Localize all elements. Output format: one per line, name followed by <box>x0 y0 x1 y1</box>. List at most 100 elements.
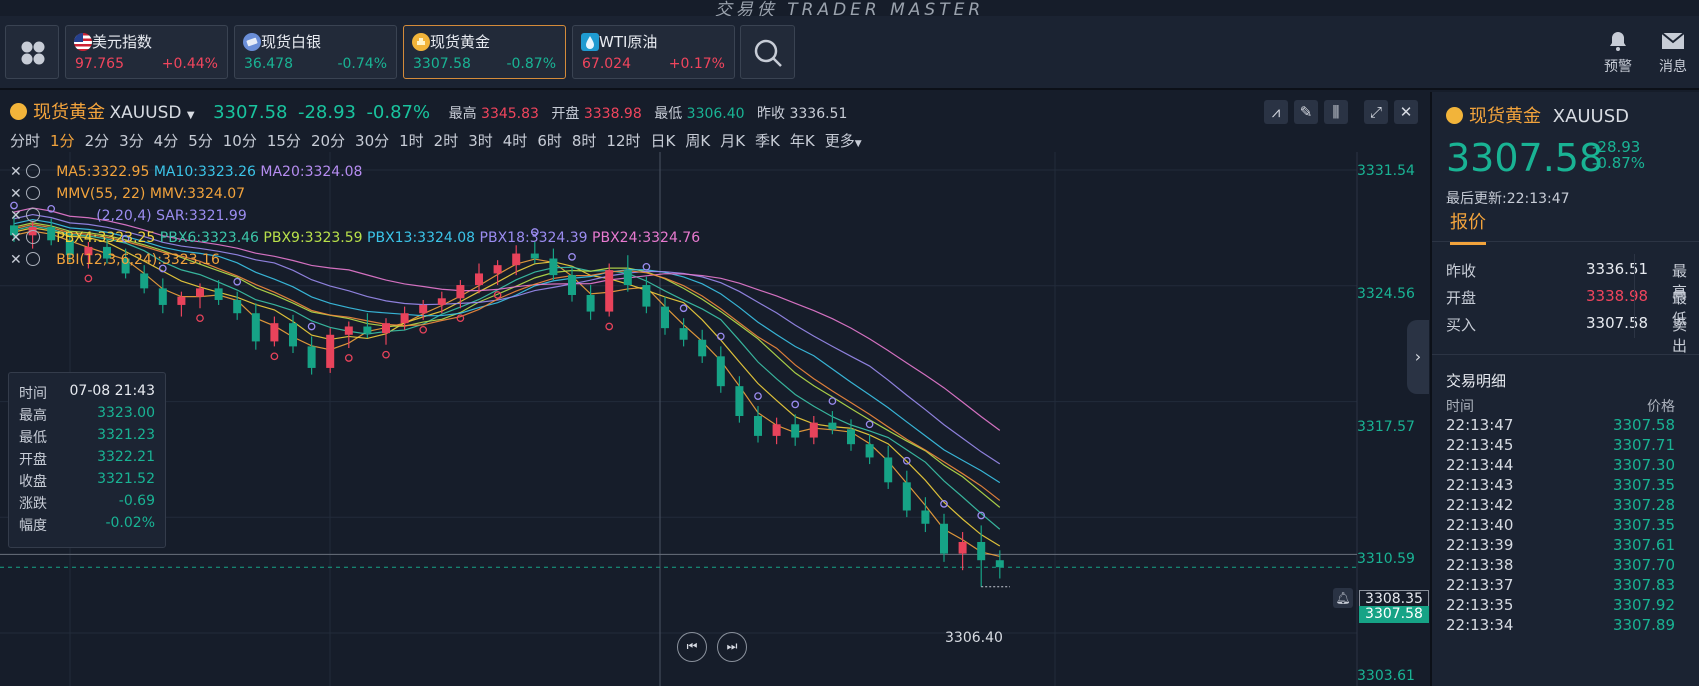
last-updated: 最后更新:22:13:47 <box>1446 191 1570 207</box>
close-icon[interactable]: ✕ <box>10 164 22 180</box>
period-option[interactable]: 20分 <box>310 132 346 150</box>
tooltip-time: 07-08 21:43 <box>69 383 155 399</box>
crosshair-bell-icon[interactable]: 🔔︎ <box>1333 588 1353 608</box>
period-option[interactable]: 2时 <box>433 132 459 150</box>
alert-button[interactable]: 预警 <box>1598 30 1638 76</box>
message-button[interactable]: 消息 <box>1653 30 1693 76</box>
candle-body <box>10 225 18 236</box>
candle-body <box>437 298 446 305</box>
high-value: 3345.83 <box>481 106 539 122</box>
period-option[interactable]: 分时 <box>10 132 41 150</box>
candle-body <box>754 416 762 436</box>
ticker-spot-silver[interactable]: 现货白银 36.478 -0.74% <box>234 25 397 79</box>
indicator-tool-button[interactable]: ⩘ <box>1264 100 1288 124</box>
sar-dot <box>233 277 242 286</box>
ticker-price: 36.478 <box>244 56 293 72</box>
next-button[interactable]: ⏭ <box>717 632 747 662</box>
moving-average-line <box>13 218 1001 484</box>
period-option[interactable]: 周K <box>685 132 711 150</box>
menu-button[interactable] <box>5 25 59 79</box>
period-option[interactable]: 6时 <box>537 132 562 150</box>
sar-label: (2,20,4) SAR:3321.99 <box>96 208 247 224</box>
period-option[interactable]: 季K <box>755 132 780 150</box>
close-icon: ✕ <box>1399 103 1413 121</box>
trade-time: 22:13:42 <box>1446 496 1514 514</box>
close-chart-button[interactable]: ✕ <box>1394 100 1418 124</box>
candle-body <box>679 328 688 340</box>
header-change: -28.93 <box>297 102 356 123</box>
line-chart-icon: ⩘ <box>1271 103 1281 121</box>
sar-dot <box>382 350 390 359</box>
candle-body <box>995 560 1004 568</box>
candle-body <box>233 299 242 314</box>
period-option[interactable]: 4时 <box>502 132 528 150</box>
tab-quote[interactable]: 报价 <box>1450 208 1486 245</box>
symbol-code: XAUUSD <box>109 103 182 123</box>
ticker-wti-oil[interactable]: WTI原油 67.024 +0.17% <box>572 25 735 79</box>
search-icon <box>754 39 782 67</box>
trade-time: 22:13:40 <box>1446 516 1514 534</box>
prev-value: 3336.51 <box>789 106 848 122</box>
period-option[interactable]: 10分 <box>222 132 257 150</box>
sar-dot <box>791 400 800 409</box>
settings-icon[interactable] <box>25 186 40 200</box>
prev-button[interactable]: ⏮ <box>677 632 707 662</box>
chart-area[interactable]: 现货黄金 XAUUSD ▼ 3307.58 -28.93 -0.87% 最高 3… <box>0 92 1429 686</box>
candle-body <box>103 246 111 259</box>
close-icon[interactable]: ✕ <box>10 252 22 268</box>
candle-body <box>214 288 223 300</box>
trade-row: 22:13:47 3307.58 <box>1446 416 1675 436</box>
close-icon[interactable]: ✕ <box>10 230 22 246</box>
settings-icon[interactable] <box>25 208 40 222</box>
trade-price: 3307.92 <box>1612 596 1675 614</box>
collapse-panel-button[interactable]: › <box>1407 320 1429 394</box>
period-option[interactable]: 8时 <box>571 132 597 150</box>
candle-body <box>363 326 372 334</box>
candle-body <box>642 285 651 307</box>
period-option[interactable]: 15分 <box>266 132 301 150</box>
period-option[interactable]: 3时 <box>468 132 493 150</box>
period-option[interactable]: 2分 <box>84 132 110 150</box>
candlestick-chart[interactable] <box>0 92 1429 686</box>
trade-price: 3307.58 <box>1612 416 1675 434</box>
period-option[interactable]: 1时 <box>399 132 424 150</box>
candle-body <box>921 510 930 524</box>
period-option[interactable]: 12时 <box>606 132 641 150</box>
ticker-usd-index[interactable]: 美元指数 97.765 +0.44% <box>65 25 228 79</box>
trade-row: 22:13:44 3307.30 <box>1446 456 1675 476</box>
quote-key: 买入 <box>1446 316 1477 334</box>
settings-icon[interactable] <box>25 230 40 244</box>
chevron-right-icon: › <box>1414 347 1422 366</box>
period-option[interactable]: 月K <box>720 132 746 150</box>
symbol-selector[interactable]: XAUUSD ▼ <box>109 103 194 123</box>
period-option[interactable]: 1分 <box>50 132 75 150</box>
sar-dot <box>493 291 502 299</box>
period-option[interactable]: 30分 <box>355 132 390 150</box>
close-icon[interactable]: ✕ <box>10 208 22 224</box>
period-option[interactable]: 5分 <box>188 132 213 150</box>
ticker-name: 现货黄金 <box>430 33 491 51</box>
quote-key: 卖出 <box>1672 316 1688 355</box>
settings-icon[interactable] <box>25 164 40 178</box>
period-option[interactable]: 年K <box>789 132 815 150</box>
mail-icon <box>1661 32 1685 49</box>
trade-row: 22:13:40 3307.35 <box>1446 516 1675 536</box>
sar-dot <box>865 420 874 429</box>
period-option[interactable]: 更多 <box>824 132 855 150</box>
ticker-change: -0.87% <box>506 56 556 72</box>
search-button[interactable] <box>740 25 795 79</box>
candle-body <box>307 346 316 368</box>
settings-icon[interactable] <box>25 252 40 266</box>
last-price-tag: 3307.58 <box>1359 606 1429 623</box>
ticker-change: +0.44% <box>161 56 218 72</box>
ticker-price: 67.024 <box>582 56 631 72</box>
period-option[interactable]: 日K <box>650 132 676 150</box>
fullscreen-button[interactable]: ⤢ <box>1364 100 1388 124</box>
candle-type-button[interactable]: ⫼ <box>1324 100 1348 124</box>
period-option[interactable]: 4分 <box>153 132 179 150</box>
ticker-spot-gold[interactable]: 现货黄金 3307.58 -0.87% <box>403 25 566 79</box>
close-icon[interactable]: ✕ <box>10 186 22 202</box>
period-option[interactable]: 3分 <box>119 132 144 150</box>
draw-tool-button[interactable]: ✎ <box>1294 100 1318 124</box>
sar-dot <box>456 314 465 323</box>
